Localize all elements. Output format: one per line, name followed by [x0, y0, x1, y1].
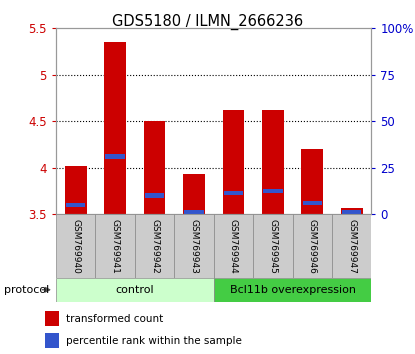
Bar [332, 214, 371, 278]
Bar [222, 110, 244, 214]
Bar [293, 214, 332, 278]
Bar [174, 214, 214, 278]
Text: GDS5180 / ILMN_2666236: GDS5180 / ILMN_2666236 [112, 13, 303, 30]
Bar [65, 166, 87, 214]
Bar [104, 42, 126, 214]
Bar [45, 311, 59, 326]
Bar [263, 189, 283, 193]
Bar [105, 154, 125, 159]
Text: GSM769941: GSM769941 [111, 218, 120, 274]
Bar [183, 174, 205, 214]
Bar [303, 201, 322, 205]
Bar [45, 333, 59, 348]
Bar [56, 214, 95, 278]
Text: GSM769945: GSM769945 [269, 218, 277, 274]
Text: GSM769942: GSM769942 [150, 219, 159, 273]
Text: transformed count: transformed count [66, 314, 163, 324]
Text: protocol: protocol [4, 285, 49, 295]
Text: GSM769940: GSM769940 [71, 218, 80, 274]
Bar [342, 210, 361, 215]
Bar [66, 203, 85, 207]
Bar [214, 278, 371, 302]
Text: GSM769943: GSM769943 [190, 218, 198, 274]
Bar [135, 214, 174, 278]
Bar [144, 121, 166, 214]
Bar [145, 194, 164, 198]
Bar [184, 210, 204, 215]
Text: GSM769944: GSM769944 [229, 219, 238, 273]
Text: percentile rank within the sample: percentile rank within the sample [66, 336, 242, 346]
Text: Bcl11b overexpression: Bcl11b overexpression [229, 285, 356, 295]
Text: control: control [115, 285, 154, 295]
Bar [253, 214, 293, 278]
Bar [214, 214, 253, 278]
Bar [56, 278, 214, 302]
Text: GSM769947: GSM769947 [347, 218, 356, 274]
Bar [341, 208, 363, 214]
Bar [262, 110, 284, 214]
Bar [224, 191, 243, 195]
Bar [95, 214, 135, 278]
Text: GSM769946: GSM769946 [308, 218, 317, 274]
Bar [301, 149, 323, 214]
